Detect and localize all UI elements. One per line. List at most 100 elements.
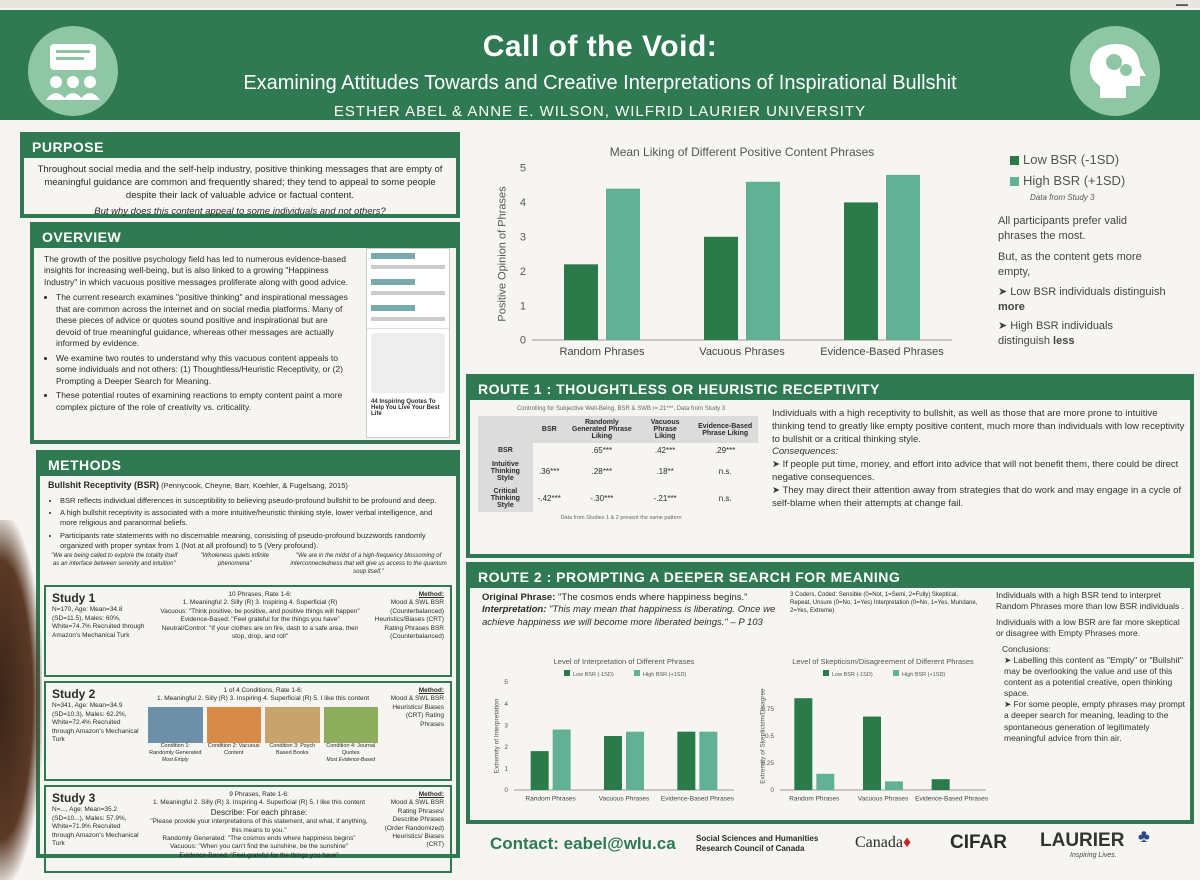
table-cell: Intuitive Thinking Style	[478, 458, 533, 485]
route2-bullet-text: Labelling this content as "Empty" or "Bu…	[1004, 655, 1183, 699]
coding-scheme: 3 Coders, Coded: Sensible (0=Not, 1=Semi…	[790, 592, 978, 614]
route2-finding: Individuals with a low BSR are far more …	[996, 617, 1180, 639]
study2-participants: N=341, Age: Mean=34.9 (SD=10.3), Males: …	[52, 702, 139, 744]
legend-swatch	[564, 670, 570, 676]
bsr-example-quote: "Wholeness quiets infinite phenomena"	[200, 553, 270, 568]
legend-item-low: Low BSR (-1SD)	[1010, 150, 1125, 171]
poster-title: Call of the Void:	[482, 30, 718, 63]
y-tick-label: 0	[504, 787, 508, 794]
footer: Contact: eabel@wlu.ca Social Sciences an…	[470, 826, 1200, 866]
study3-box: Study 3 N=..., Age: Mean=35.2 (SD=10...)…	[44, 784, 452, 873]
audience-icon	[28, 26, 118, 116]
route2-heading: ROUTE 2 : PROMPTING A DEEPER SEARCH FOR …	[470, 566, 1190, 588]
study3-design: 9 Phrases, Rate 1-6:	[229, 790, 289, 798]
condition-note: Most Empty	[162, 756, 189, 763]
table-cell: -.21***	[653, 494, 677, 503]
study3-scale: 1. Meaningful 2. Silly (R) 3. Inspiring …	[152, 799, 366, 807]
y-tick-label: 4	[520, 197, 526, 209]
y-tick-label: 1	[520, 300, 526, 312]
note-bullet-emphasis: more	[998, 301, 1025, 314]
bar-low-bsr	[704, 236, 738, 340]
legend-label: High BSR (+1SD)	[902, 672, 945, 678]
study3-evidence: Evidence-Based: "Feel grateful for the t…	[179, 851, 339, 859]
legend-swatch	[1010, 156, 1019, 166]
note-bullet: ➤ Low BSR individuals distinguish more	[998, 286, 1166, 314]
table-cell: .18**	[656, 467, 674, 476]
legend-label: Low BSR (-1SD)	[832, 672, 873, 678]
bar-low-bsr	[604, 736, 622, 790]
y-tick-label: 2	[520, 266, 526, 278]
table-row: BSR .65*** .42*** .29***	[478, 443, 758, 458]
condition-thumb: Condition 1: Randomly Generated Most Empt…	[148, 706, 203, 764]
study1-vacuous: Vacuous: "Think positive, be positive, a…	[160, 607, 360, 615]
bar-low-bsr	[794, 698, 813, 790]
study2-method-label: Method:	[418, 686, 444, 694]
overview-heading: OVERVIEW	[34, 226, 456, 248]
maple-leaf-icon: ♦	[902, 834, 912, 851]
note-text: But, as the content gets more empty,	[998, 250, 1142, 278]
cifar-logo: CIFAR	[950, 832, 1007, 853]
bar-high-bsr	[816, 773, 835, 790]
note-bullet-text: Low BSR individuals distinguish	[1010, 286, 1166, 299]
thumbnail-caption: 44 Inspiring Quotes To Help You Live You…	[371, 399, 440, 417]
y-tick-label: 2	[504, 744, 508, 751]
study1-participants: N=170, Age: Mean=34.8 (SD=11.5), Males: …	[52, 606, 145, 639]
condition-label: Condition 4: Journal Quotes	[326, 742, 376, 756]
study1-scale: 1. Meaningful 2. Silly (R) 3. Inspiring …	[182, 599, 338, 607]
table-cell: -.42***	[537, 494, 561, 503]
study2-box: Study 2 N=341, Age: Mean=34.9 (SD=10.3),…	[44, 680, 452, 781]
bar-high-bsr	[626, 731, 644, 790]
x-tick-label: Evidence-Based Phrases	[661, 796, 735, 803]
route1-bullet: ➤ If people put time, money, and effort …	[772, 459, 1179, 484]
y-tick-label: 3	[520, 231, 526, 243]
table-header: BSR	[532, 416, 566, 443]
bsr-example-quote: "We are in the midst of a high-frequency…	[290, 553, 447, 576]
y-tick-label: 0	[520, 335, 526, 347]
table-row: Intuitive Thinking Style .36*** .28*** .…	[478, 458, 758, 485]
bsr-citation: (Pennycook, Cheyne, Barr, Koehler, & Fug…	[161, 481, 348, 490]
study2-scale: 1. Meaningful 2. Silly (R) 3. Inspiring …	[156, 695, 370, 703]
canada-wordmark: Canada♦	[855, 834, 911, 852]
study2-method: Mood & SWL BSR Heuristics/ Biases (CRT) …	[390, 695, 444, 728]
bar-low-bsr	[564, 264, 598, 340]
route1-bullet: ➤ They may direct their attention away f…	[772, 484, 1182, 509]
bar-low-bsr	[863, 716, 881, 790]
overview-bullet: We examine two routes to understand why …	[56, 353, 354, 387]
mean-liking-notes: All participants prefer valid phrases th…	[998, 214, 1168, 349]
interpretation-chart: Level of Interpretation of Different Phr…	[493, 657, 735, 803]
laurier-tagline: Inspiring Lives.	[1070, 852, 1117, 859]
y-tick-label: 3	[504, 722, 508, 729]
study2-title: Study 2	[52, 686, 96, 701]
study1-neutral: Neutral/Control: "If your clothes are on…	[161, 624, 359, 641]
table-cell	[533, 443, 566, 458]
note-bullet-emphasis: less	[1053, 334, 1075, 347]
purpose-text: Throughout social media and the self-hel…	[37, 164, 443, 201]
table-caption: Controlling for Subjective Well-Being, B…	[516, 406, 726, 412]
table-cell: Critical Thinking Style	[478, 485, 533, 512]
overview-intro: The growth of the positive psychology fi…	[44, 254, 348, 287]
table-cell: -.30***	[590, 494, 614, 503]
table-header: Evidence-Based Phrase Liking	[692, 416, 758, 443]
table-row: Critical Thinking Style -.42*** -.30*** …	[478, 485, 758, 512]
legend-label: Low BSR (-1SD)	[573, 672, 614, 678]
canada-text: Canada	[855, 834, 903, 851]
condition-label: Condition 2: Vacuous Content	[207, 742, 260, 756]
legend-label: High BSR (+1SD)	[643, 672, 686, 678]
laurier-logo: LAURIER	[1040, 830, 1125, 851]
y-tick-label: 0	[770, 787, 774, 794]
legend-label: High BSR (+1SD)	[1023, 172, 1126, 188]
interpretation-text: "This may mean that happiness is liberat…	[482, 604, 776, 628]
bar-low-bsr	[677, 731, 696, 790]
title-banner: Call of the Void: Examining Attitudes To…	[0, 10, 1200, 120]
study3-title: Study 3	[52, 790, 96, 805]
y-axis-label: Extremity of Skepticism/Disagree	[759, 688, 766, 784]
corner-print-mark: ▬▬	[1176, 2, 1188, 8]
skepticism-chart: Level of Skepticism/Disagreement of Diff…	[759, 657, 989, 803]
table-cell: .28***	[591, 467, 613, 476]
y-tick-label: 0.75	[761, 706, 774, 713]
y-tick-label: 5	[520, 163, 526, 175]
condition-thumb: Condition 2: Vacuous Content	[206, 706, 261, 764]
table-cell: n.s.	[718, 467, 732, 476]
head-gears-icon	[1070, 26, 1160, 116]
hair-foreground	[0, 520, 42, 880]
